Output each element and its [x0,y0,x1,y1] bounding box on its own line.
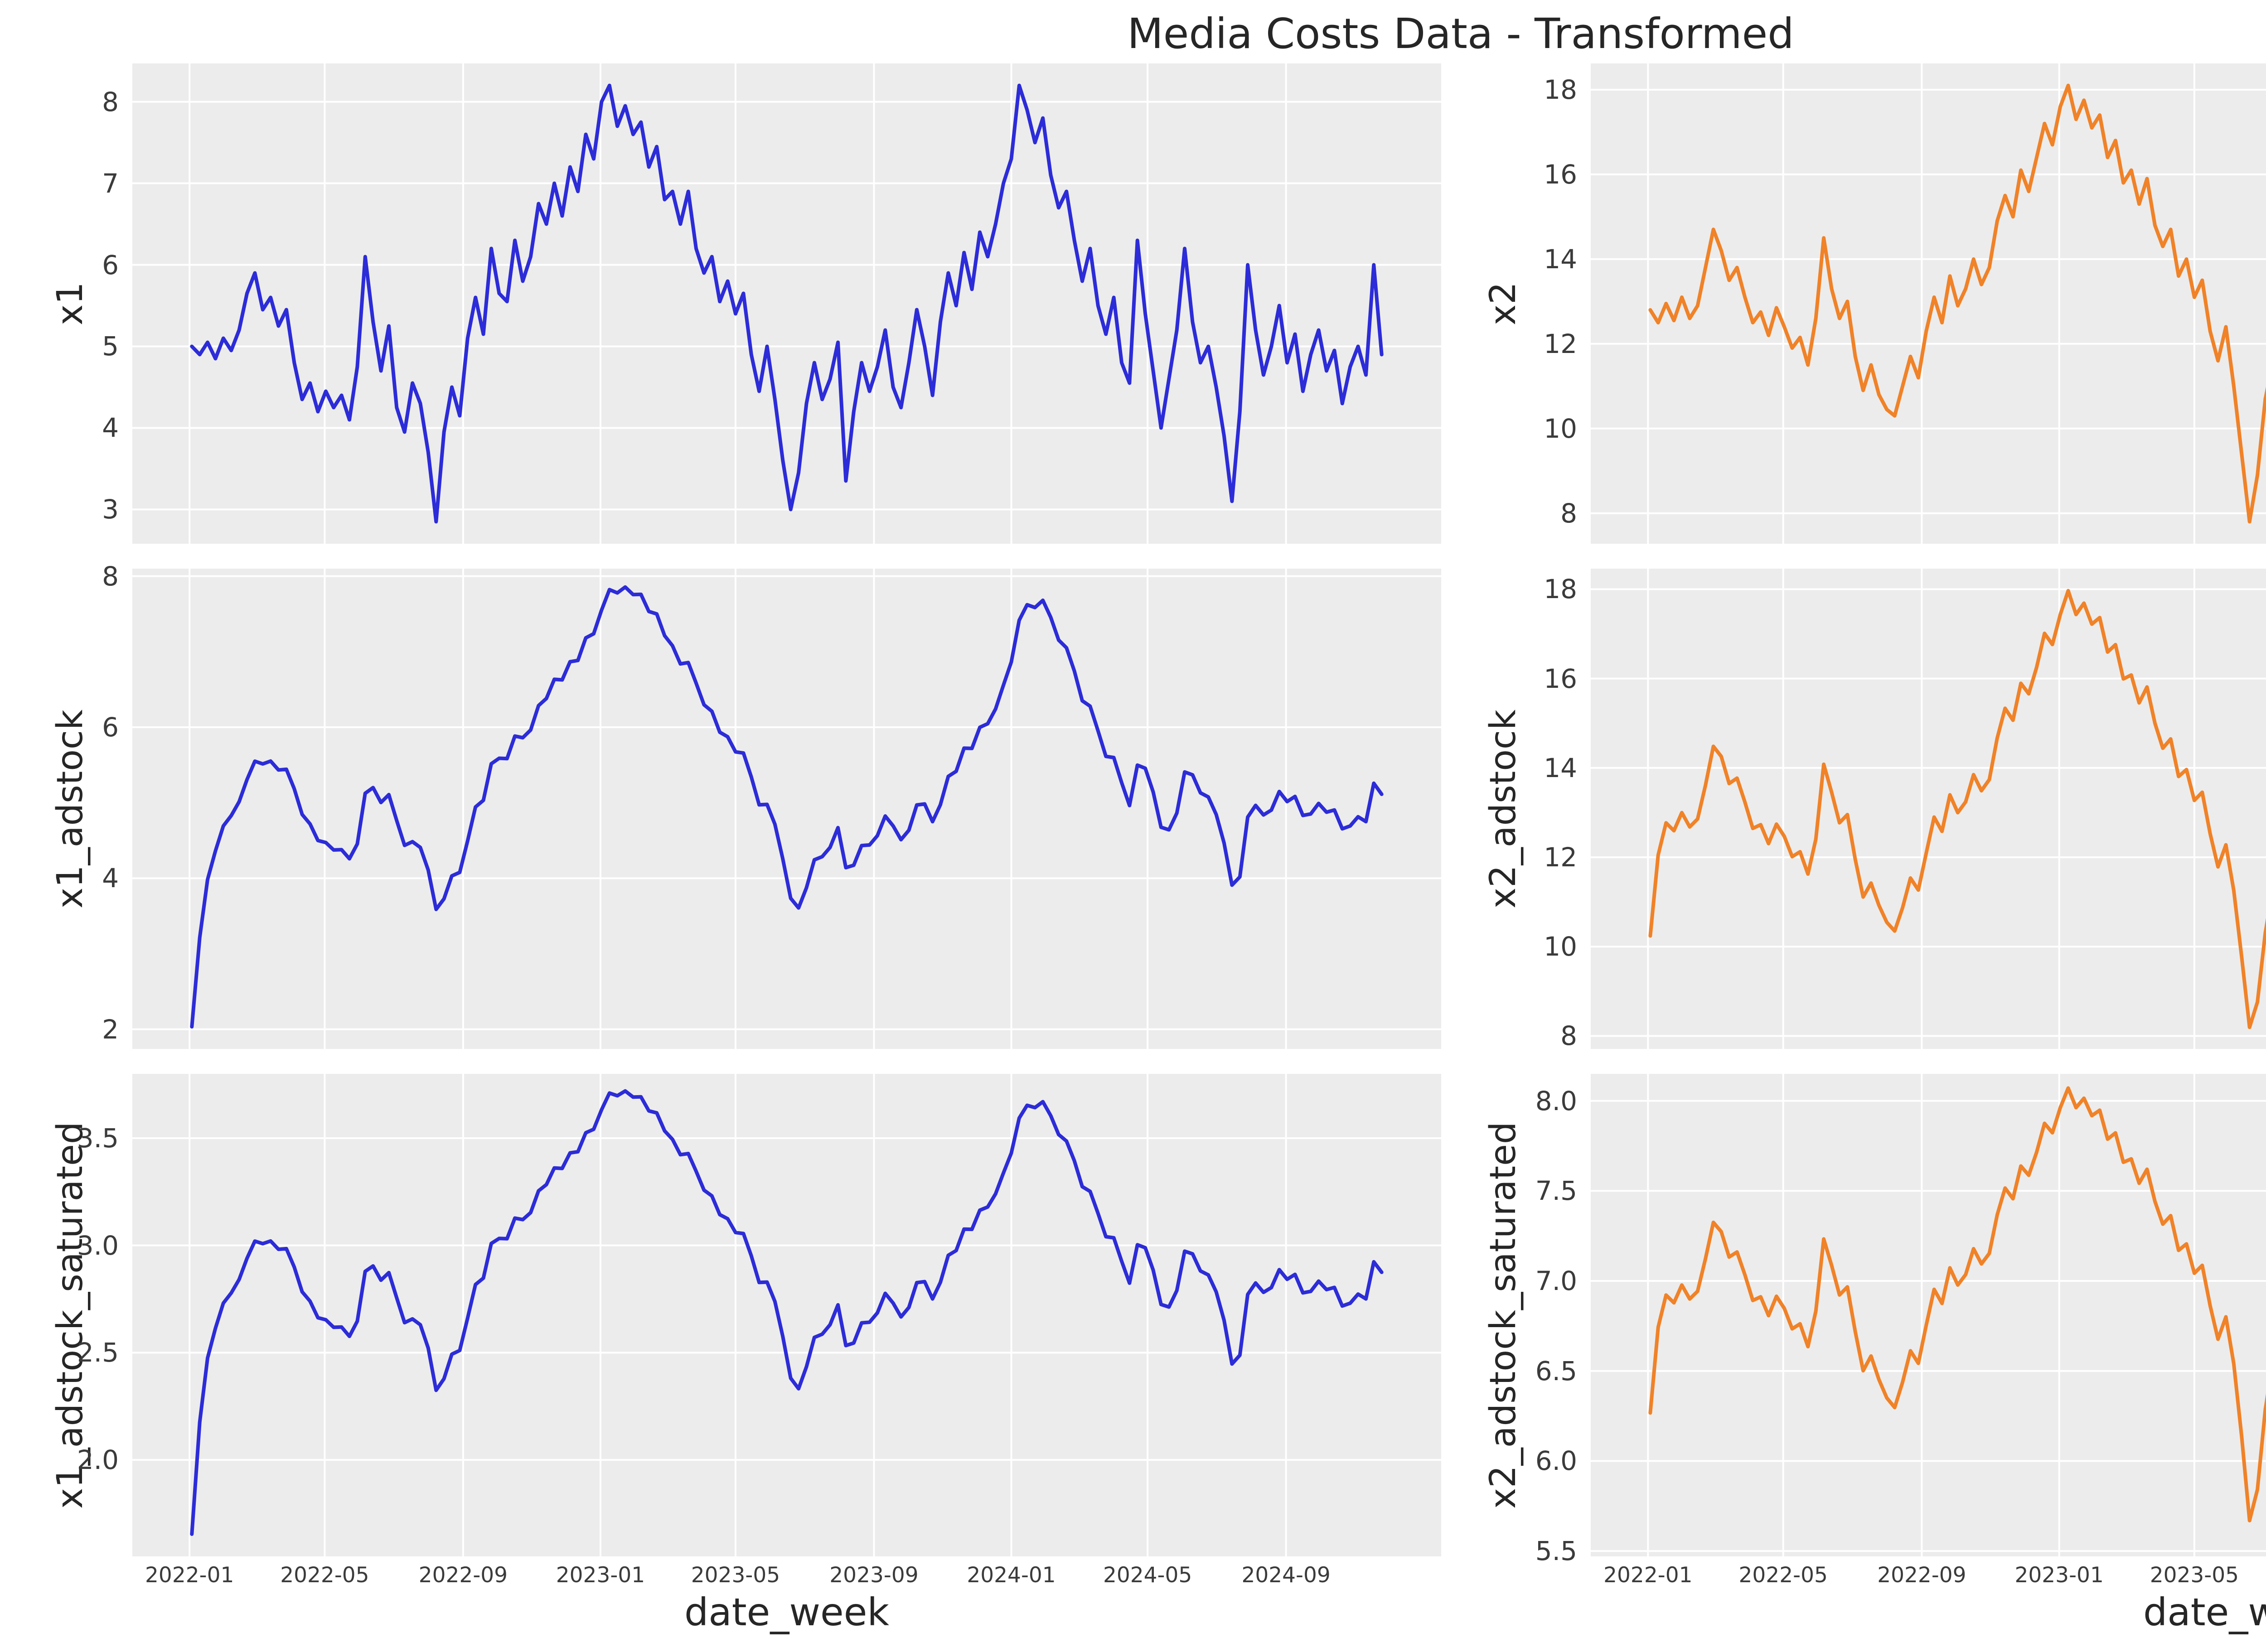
y-tick-label: 6 [102,712,119,743]
y-tick-label: 2.0 [77,1444,119,1475]
y-tick-label: 7.5 [1535,1175,1577,1207]
x-axis-label-right: date_week [2143,1590,2266,1634]
subplot-x1: x1 3 4 5 6 7 8 [50,63,1441,544]
y-tick-label: 3 [102,494,119,525]
x-tick-label: 2023-05 [691,1563,780,1588]
x-tick-label: 2023-09 [2256,1565,2266,1586]
y-tick-label: 12 [1544,328,1577,359]
x-tick-label: 2023-01 [2014,1563,2104,1588]
y-tick-label: 6.5 [1535,1355,1577,1386]
x1-adstock-ylabel: x1_adstock [50,709,91,908]
x-tick-label: 2022-01 [1603,1563,1693,1588]
figure-title: Media Costs Data - Transformed [1127,10,1794,58]
y-tick-label: 5.5 [1535,1536,1577,1567]
x2-adstock-saturated-plot-area [1591,1074,2266,1556]
x2-ylabel: x2 [1483,282,1524,325]
y-tick-label: 12 [1544,841,1577,873]
y-tick-label: 3.5 [77,1123,119,1154]
x2-plot-area [1591,63,2266,544]
subplot-x1-adstock-saturated: x1_adstock_saturated 2.0 2.5 3.0 3.5 2022-01… [50,1074,1441,1586]
x2-adstock-plot-area [1591,569,2266,1049]
subplot-x1-adstock: x1_adstock 2 4 6 8 [50,563,1441,1049]
y-tick-label: 3.0 [77,1230,119,1261]
y-tick-label: 8 [1560,498,1577,529]
subplot-x2-adstock-saturated: x2_adstock_saturated 5.5 6.0 6.5 7.0 7.5 8.0 2… [1483,1074,2266,1586]
y-tick-label: 18 [1544,574,1577,605]
y-tick-label: 16 [1544,663,1577,694]
y-tick-label: 6.0 [1535,1445,1577,1477]
y-tick-label: 18 [1544,74,1577,105]
y-tick-label: 4 [102,863,119,894]
x1-adstock-plot-area [132,569,1441,1049]
y-tick-label: 8.0 [1535,1085,1577,1116]
y-tick-label: 10 [1544,931,1577,962]
x-axis-label-left: date_week [684,1590,890,1634]
x-tick-label: 2023-05 [2150,1563,2239,1588]
x-tick-label: 2023-09 [829,1563,919,1588]
y-tick-label: 14 [1544,752,1577,783]
y-tick-label: 2 [102,1014,119,1045]
x-tick-label: 2022-05 [280,1563,369,1588]
x-tick-label: 2023-01 [556,1563,645,1588]
y-tick-label: 2.5 [77,1337,119,1368]
y-tick-label: 7 [102,168,119,199]
y-tick-label: 5 [102,331,119,362]
y-tick-label: 8 [1560,1020,1577,1052]
y-tick-label: 7.0 [1535,1265,1577,1296]
x-tick-label: 2022-01 [145,1563,234,1588]
x1-ylabel: x1 [50,282,91,325]
subplot-x2-adstock: x2_adstock 8 10 12 14 16 18 [1483,569,2266,1049]
y-tick-label: 6 [102,249,119,280]
x1-plot-area [132,63,1441,544]
x-tick-label: 2024-05 [1103,1563,1192,1588]
y-tick-label: 10 [1544,413,1577,444]
y-tick-label: 16 [1544,159,1577,190]
x-tick-label: 2022-05 [1738,1563,1828,1588]
x-tick-label: 2022-09 [1877,1563,1966,1588]
y-tick-label: 14 [1544,243,1577,275]
x-tick-label: 2022-09 [418,1563,508,1588]
x-tick-label: 2024-01 [967,1563,1056,1588]
x2-adstock-ylabel: x2_adstock [1483,709,1524,908]
x1-adstock-saturated-plot-area [132,1074,1441,1556]
y-tick-label: 8 [102,86,119,117]
y-tick-label: 4 [102,412,119,444]
x-tick-label: 2024-09 [1241,1563,1331,1588]
y-tick-label: 8 [102,560,119,592]
subplot-x2: x2 8 10 12 14 16 18 [1483,63,2266,544]
x2-adstock-saturated-ylabel: x2_adstock_saturated [1483,1121,1524,1509]
